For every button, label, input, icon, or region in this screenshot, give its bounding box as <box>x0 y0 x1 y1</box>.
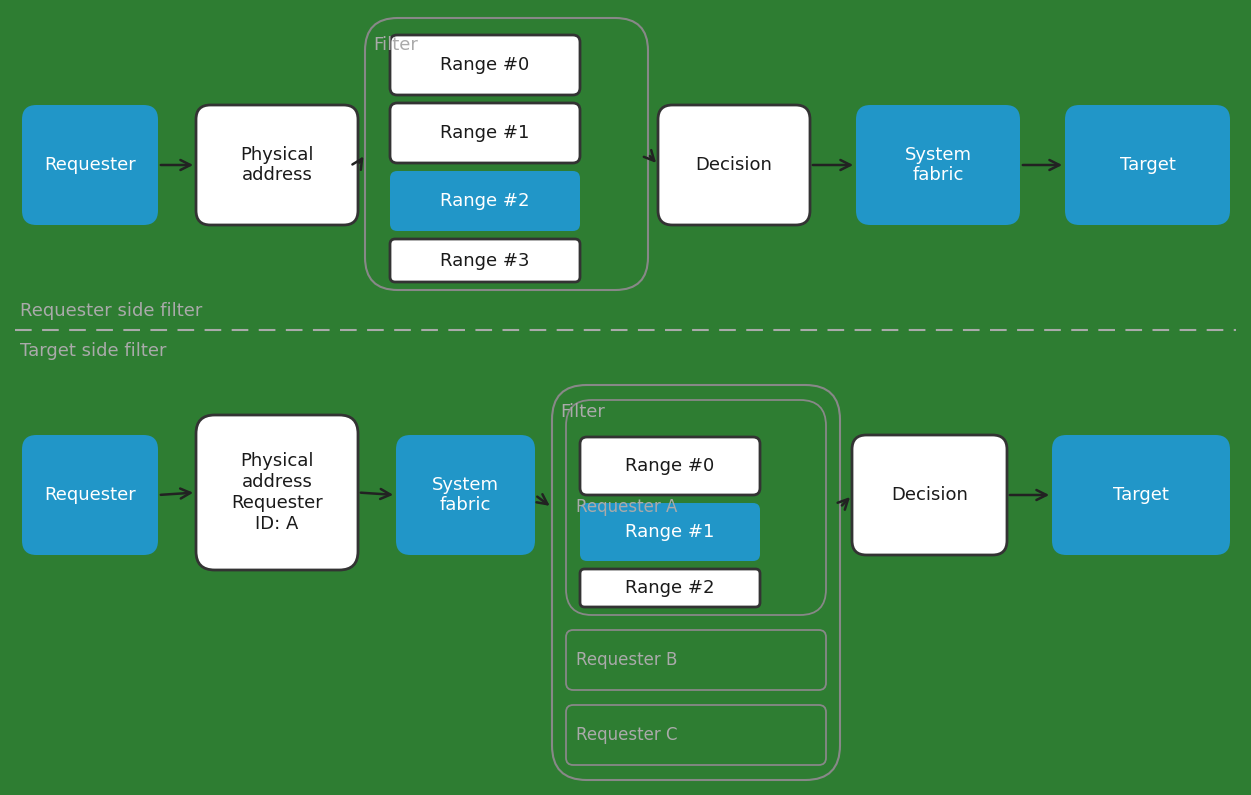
Text: Decision: Decision <box>891 486 968 504</box>
FancyBboxPatch shape <box>565 705 826 765</box>
Text: Requester: Requester <box>44 486 136 504</box>
Text: Requester side filter: Requester side filter <box>20 302 203 320</box>
FancyBboxPatch shape <box>365 18 648 290</box>
Text: Decision: Decision <box>696 156 772 174</box>
Text: Range #1: Range #1 <box>440 124 529 142</box>
FancyBboxPatch shape <box>390 35 580 95</box>
FancyBboxPatch shape <box>196 415 358 570</box>
Text: Physical
address: Physical address <box>240 145 314 184</box>
Text: Range #3: Range #3 <box>440 251 529 270</box>
Text: Requester A: Requester A <box>575 498 677 517</box>
FancyBboxPatch shape <box>23 105 158 225</box>
FancyBboxPatch shape <box>565 630 826 690</box>
Text: Target: Target <box>1120 156 1176 174</box>
Text: Target side filter: Target side filter <box>20 342 166 360</box>
FancyBboxPatch shape <box>580 437 761 495</box>
FancyBboxPatch shape <box>580 569 761 607</box>
FancyBboxPatch shape <box>1052 435 1230 555</box>
Text: Range #2: Range #2 <box>626 579 714 597</box>
Text: Requester B: Requester B <box>575 651 677 669</box>
Text: Range #2: Range #2 <box>440 192 529 210</box>
FancyBboxPatch shape <box>390 103 580 163</box>
Text: Requester C: Requester C <box>575 726 678 744</box>
Text: Range #1: Range #1 <box>626 523 714 541</box>
FancyBboxPatch shape <box>856 105 1020 225</box>
FancyBboxPatch shape <box>390 171 580 231</box>
FancyBboxPatch shape <box>552 385 839 780</box>
FancyBboxPatch shape <box>580 503 761 561</box>
Text: Filter: Filter <box>373 36 418 54</box>
FancyBboxPatch shape <box>1065 105 1230 225</box>
Text: System
fabric: System fabric <box>432 475 499 514</box>
FancyBboxPatch shape <box>852 435 1007 555</box>
FancyBboxPatch shape <box>397 435 535 555</box>
Text: System
fabric: System fabric <box>904 145 972 184</box>
FancyBboxPatch shape <box>23 435 158 555</box>
Text: Requester: Requester <box>44 156 136 174</box>
Text: Filter: Filter <box>560 403 605 421</box>
Text: Target: Target <box>1113 486 1168 504</box>
Text: Physical
address
Requester
ID: A: Physical address Requester ID: A <box>231 452 323 533</box>
FancyBboxPatch shape <box>196 105 358 225</box>
FancyBboxPatch shape <box>390 239 580 282</box>
FancyBboxPatch shape <box>565 400 826 615</box>
Text: Range #0: Range #0 <box>626 457 714 475</box>
Text: Range #0: Range #0 <box>440 56 529 74</box>
FancyBboxPatch shape <box>658 105 809 225</box>
